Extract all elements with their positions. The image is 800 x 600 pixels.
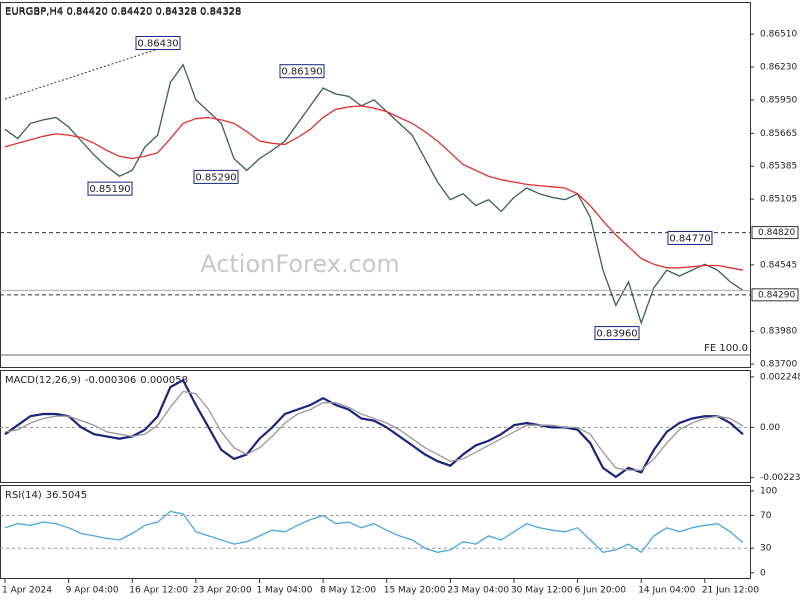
y-tick-label: 0.84545: [760, 260, 797, 270]
series-line: [4, 105, 744, 271]
price-panel: [0, 2, 751, 368]
y-tick-label: 0: [760, 568, 766, 578]
fe-label: FE 100.0: [704, 343, 748, 354]
x-tick-label: 15 May 20:00: [384, 586, 446, 596]
y-tick-label: -0.002236: [760, 473, 800, 483]
annotation-box: [193, 169, 239, 184]
annotation-label: 0.85290: [195, 172, 236, 183]
annotation-label: 0.85190: [89, 184, 130, 195]
annotation-box: [135, 36, 181, 51]
x-tick-label: 6 Jun 20:00: [575, 586, 627, 596]
y-tick-label: 100: [760, 486, 777, 496]
level-box: [751, 226, 799, 240]
x-tick-label: 16 Apr 12:00: [129, 586, 188, 596]
annotation-box: [87, 181, 133, 196]
annotation-box: [279, 64, 325, 79]
y-tick-label: 0.00: [760, 423, 780, 433]
x-tick-label: 14 Jun 04:00: [638, 586, 695, 596]
annotation-box: [667, 230, 713, 245]
panel-label: EURGBP,H4 0.84420 0.84420 0.84328 0.8432…: [5, 7, 241, 18]
x-tick-label: 9 Apr 04:00: [66, 586, 119, 596]
trend-line: [4, 44, 171, 100]
annotation-box: [594, 326, 640, 341]
series-line: [4, 390, 744, 471]
annotation-label: 0.86190: [281, 67, 322, 78]
rsi-panel: [0, 485, 751, 579]
y-tick-label: 0.85385: [760, 162, 797, 172]
x-tick-label: 21 Jun 12:00: [702, 586, 759, 596]
y-tick-label: 0.85665: [760, 129, 797, 139]
y-tick-label: 0.85105: [760, 195, 797, 205]
panel-label: MACD(12,26,9): [5, 375, 81, 386]
y-tick-label: 0.86230: [760, 63, 797, 73]
level-label: 0.84290: [758, 290, 795, 300]
level-label: 0.84820: [758, 228, 795, 238]
series-line: [4, 510, 744, 554]
y-tick-label: 0.83700: [760, 360, 797, 370]
y-tick-label: 0.002248: [760, 372, 800, 382]
x-tick-label: 8 May 12:00: [320, 586, 376, 596]
x-tick-label: 23 May 04:00: [447, 586, 509, 596]
annotation-label: 0.83960: [596, 329, 637, 340]
level-box: [751, 288, 799, 302]
y-tick-label: 70: [760, 511, 772, 521]
x-tick-label: 1 May 04:00: [256, 586, 312, 596]
y-tick-label: 0.85950: [760, 95, 797, 105]
x-tick-label: 23 Apr 20:00: [193, 586, 252, 596]
panel-value: 0.000058: [140, 375, 188, 386]
watermark: ActionForex.com: [200, 250, 400, 278]
x-tick-label: 30 May 12:00: [511, 586, 573, 596]
annotation-label: 0.84770: [669, 233, 710, 244]
annotation-label: 0.86430: [137, 39, 178, 50]
x-tick-label: 1 Apr 2024: [2, 586, 52, 596]
macd-panel: [0, 370, 751, 483]
panel-value: 36.5045: [46, 490, 87, 501]
panel-label: RSI(14): [5, 490, 42, 501]
y-tick-label: 30: [760, 544, 772, 554]
panel-value: -0.000306: [85, 375, 136, 386]
chart-title: EURGBP,H4 0.84420 0.84420 0.84328 0.8432…: [5, 6, 241, 17]
series-line: [4, 378, 744, 479]
y-tick-label: 0.83980: [760, 327, 797, 337]
y-tick-label: 0.86510: [760, 30, 797, 40]
series-line: [4, 63, 744, 326]
